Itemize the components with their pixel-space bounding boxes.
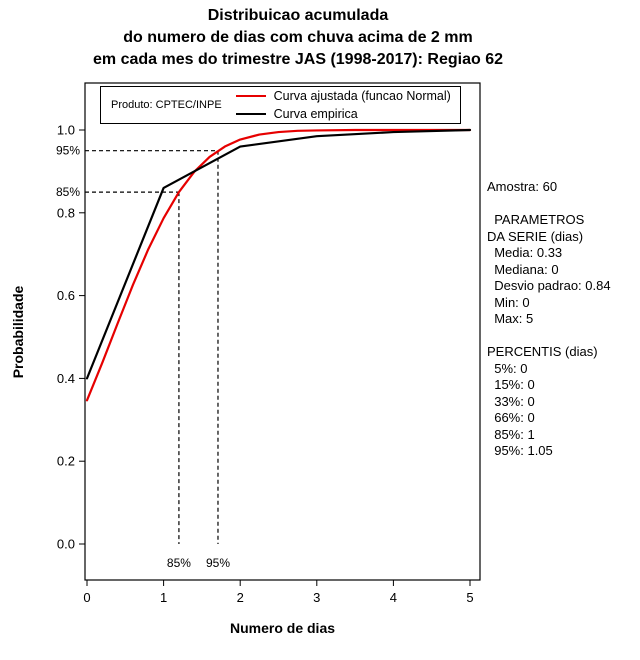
legend-box: Produto: CPTEC/INPE Curva ajustada (func…	[100, 86, 461, 124]
chart-title-line1: Distribuicao acumulada	[207, 7, 389, 24]
plot-border	[84, 82, 481, 581]
stats-line: PARAMETROS	[487, 212, 585, 227]
legend-entry-label: Curva empirica	[273, 107, 358, 121]
y-tick-label: 0.8	[57, 205, 75, 220]
axis-ticks: 0 1 2 3 4 5 0.0 0.2 0.4 0.6 0.8 1.0	[57, 123, 474, 606]
x-tick-label: 5	[466, 590, 473, 605]
stats-line: Amostra: 60	[487, 179, 558, 194]
stats-line: Max: 5	[487, 311, 534, 326]
legend-entry: Curva ajustada (funcao Normal)	[235, 89, 451, 103]
legend-product-label: Produto: CPTEC/INPE	[111, 99, 222, 111]
plot-box	[84, 82, 481, 581]
stats-line: Min: 0	[487, 294, 530, 310]
guide-prob-label: 95%	[56, 144, 80, 158]
stats-line: Desvio padrao: 0.84	[487, 278, 611, 293]
stats-line	[487, 328, 611, 345]
legend-entries: Curva ajustada (funcao Normal) Curva empi…	[235, 89, 451, 121]
x-axis-title: Numero de dias	[229, 620, 336, 636]
stats-line	[487, 196, 611, 213]
stats-line: 95%: 1.05	[487, 443, 553, 458]
stats-line: DA SERIE (dias)	[487, 228, 584, 244]
y-tick-label: 0.6	[57, 288, 75, 303]
stats-line: Media: 0.33	[487, 245, 563, 260]
guide-day-label: 85%	[167, 556, 191, 570]
fitted-curve	[85, 128, 472, 402]
y-axis-title: Probabilidade	[10, 285, 26, 379]
curves	[85, 128, 472, 402]
x-tick-label: 1	[160, 590, 167, 605]
guide-day-label: 95%	[206, 556, 230, 570]
y-tick-label: 0.4	[57, 371, 75, 386]
stats-line: PERCENTIS (dias)	[487, 344, 598, 359]
percentile-guides: 85% 85% 95% 95%	[56, 144, 230, 570]
chart-title-line3: em cada mes do trimestre JAS (1998-2017)…	[93, 51, 503, 68]
y-tick-label: 0.2	[57, 454, 75, 469]
stats-line: 33%: 0	[487, 393, 535, 409]
y-tick-label: 0.0	[57, 537, 75, 552]
stats-line: 5%: 0	[487, 360, 528, 376]
x-tick-label: 4	[390, 590, 397, 605]
legend-entry: Curva empirica	[235, 107, 451, 121]
x-tick-label: 0	[83, 590, 90, 605]
legend-line-sample	[235, 113, 266, 115]
legend-line-sample	[235, 95, 266, 97]
guide-prob-label: 85%	[56, 185, 80, 199]
statistics-panel: Amostra: 60 PARAMETROS DA SERIE (dias) Me…	[487, 179, 611, 460]
stats-line: 15%: 0	[487, 377, 535, 392]
x-tick-label: 3	[313, 590, 320, 605]
x-tick-label: 2	[237, 590, 244, 605]
chart-title: Distribuicao acumulada do numero de dias…	[0, 5, 596, 71]
y-tick-label: 1.0	[57, 123, 75, 138]
chart-title-line2: do numero de dias com chuva acima de 2 m…	[123, 29, 473, 46]
stats-line: 66%: 0	[487, 410, 535, 425]
stats-line: 85%: 1	[487, 426, 535, 442]
stats-line: Mediana: 0	[487, 261, 559, 277]
legend-entry-label: Curva ajustada (funcao Normal)	[273, 89, 451, 103]
empirical-curve	[85, 128, 472, 380]
